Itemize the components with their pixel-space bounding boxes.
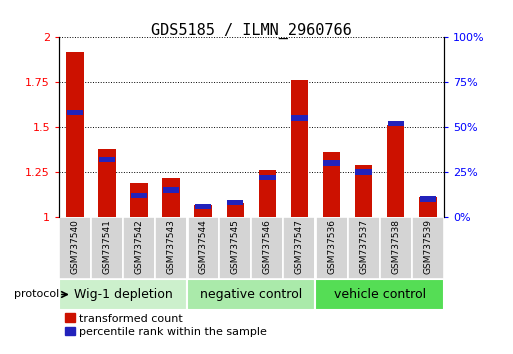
Legend: transformed count, percentile rank within the sample: transformed count, percentile rank withi… [65, 314, 267, 337]
Bar [259, 175, 275, 180]
Bar [155, 217, 187, 279]
Bar [66, 52, 84, 217]
Text: GSM737547: GSM737547 [295, 219, 304, 274]
Bar [163, 188, 180, 193]
Bar [99, 157, 115, 162]
Text: negative control: negative control [200, 288, 303, 301]
Text: vehicle control: vehicle control [333, 288, 426, 301]
Text: GSM737539: GSM737539 [423, 219, 432, 274]
Bar [130, 183, 148, 217]
Bar [323, 152, 340, 217]
Text: GSM737541: GSM737541 [103, 219, 112, 274]
Bar [356, 170, 372, 175]
Bar [59, 217, 91, 279]
Text: GSM737542: GSM737542 [134, 219, 144, 274]
Text: GSM737537: GSM737537 [359, 219, 368, 274]
Bar [355, 165, 372, 217]
Bar [227, 203, 244, 217]
Text: GSM737544: GSM737544 [199, 219, 208, 274]
Bar [59, 279, 187, 310]
Bar [291, 115, 308, 121]
Bar [380, 217, 411, 279]
Bar [348, 217, 380, 279]
Bar [419, 198, 437, 217]
Bar [291, 80, 308, 217]
Bar [411, 217, 444, 279]
Bar [323, 160, 340, 166]
Text: GSM737538: GSM737538 [391, 219, 400, 274]
Bar [315, 217, 348, 279]
Bar [227, 200, 244, 205]
Bar [259, 170, 276, 217]
Text: Wig-1 depletion: Wig-1 depletion [74, 288, 172, 301]
Text: GSM737543: GSM737543 [167, 219, 176, 274]
Text: GSM737536: GSM737536 [327, 219, 336, 274]
Bar [251, 217, 283, 279]
Text: protocol: protocol [14, 290, 59, 299]
Bar [123, 217, 155, 279]
Bar [187, 279, 315, 310]
Bar [98, 149, 116, 217]
Text: GDS5185 / ILMN_2960766: GDS5185 / ILMN_2960766 [151, 23, 352, 39]
Bar [187, 217, 220, 279]
Bar [420, 196, 436, 202]
Bar [163, 178, 180, 217]
Bar [220, 217, 251, 279]
Bar [91, 217, 123, 279]
Bar [131, 193, 147, 198]
Bar [67, 110, 83, 115]
Text: GSM737545: GSM737545 [231, 219, 240, 274]
Bar [195, 204, 211, 209]
Bar [387, 125, 404, 217]
Bar [387, 121, 404, 126]
Bar [194, 205, 212, 217]
Text: GSM737540: GSM737540 [70, 219, 80, 274]
Bar [315, 279, 444, 310]
Bar [283, 217, 315, 279]
Text: GSM737546: GSM737546 [263, 219, 272, 274]
